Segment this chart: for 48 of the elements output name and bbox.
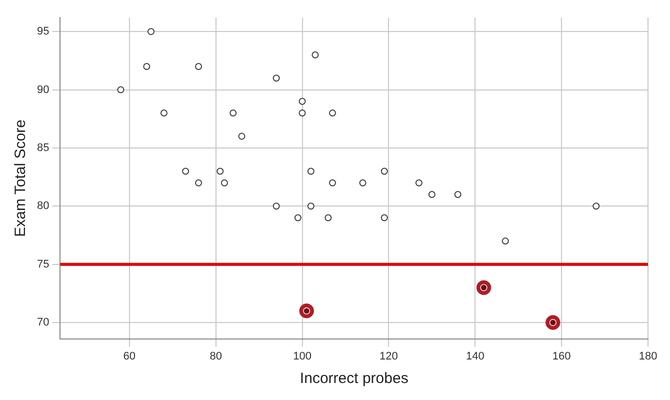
point [415, 179, 422, 186]
point [359, 179, 366, 186]
x-tick-label: 180 [638, 350, 658, 362]
point [294, 214, 302, 222]
point [272, 74, 280, 82]
x-tick-label: 160 [552, 350, 571, 362]
point [238, 132, 246, 140]
x-tick-label: 80 [210, 350, 222, 362]
y-tick-label: 90 [36, 84, 50, 96]
point [298, 110, 306, 117]
x-tick-label: 60 [123, 350, 136, 362]
x-tick-label: 140 [466, 350, 484, 362]
point [380, 214, 388, 222]
point [454, 190, 462, 198]
point [380, 168, 388, 175]
x-tick-label: 120 [380, 350, 398, 362]
point [195, 179, 202, 186]
y-tick-label: 80 [36, 200, 50, 212]
point [476, 280, 492, 295]
y-tick-label: 85 [36, 142, 50, 154]
point [307, 168, 314, 175]
point [592, 202, 600, 210]
point [182, 168, 190, 175]
point [143, 62, 150, 70]
point [329, 179, 336, 186]
point [195, 62, 202, 70]
point [220, 179, 228, 186]
point [546, 315, 560, 330]
point [160, 110, 168, 117]
point [272, 202, 280, 210]
y-tick-label: 70 [36, 316, 50, 329]
point [216, 168, 224, 175]
point [298, 98, 306, 105]
point [117, 86, 124, 94]
point [307, 202, 314, 210]
point [312, 51, 319, 58]
point [329, 110, 336, 117]
point [230, 110, 237, 117]
x-axis-title: Incorrect probes [300, 370, 408, 388]
point [299, 304, 314, 318]
y-tick-label: 95 [36, 26, 50, 38]
point [147, 28, 154, 36]
point [428, 190, 436, 198]
point [324, 214, 332, 222]
x-tick-label: 100 [293, 350, 312, 362]
y-axis-title: Exam Total Score [12, 120, 30, 237]
point [502, 238, 509, 245]
y-tick-label: 75 [36, 258, 50, 270]
